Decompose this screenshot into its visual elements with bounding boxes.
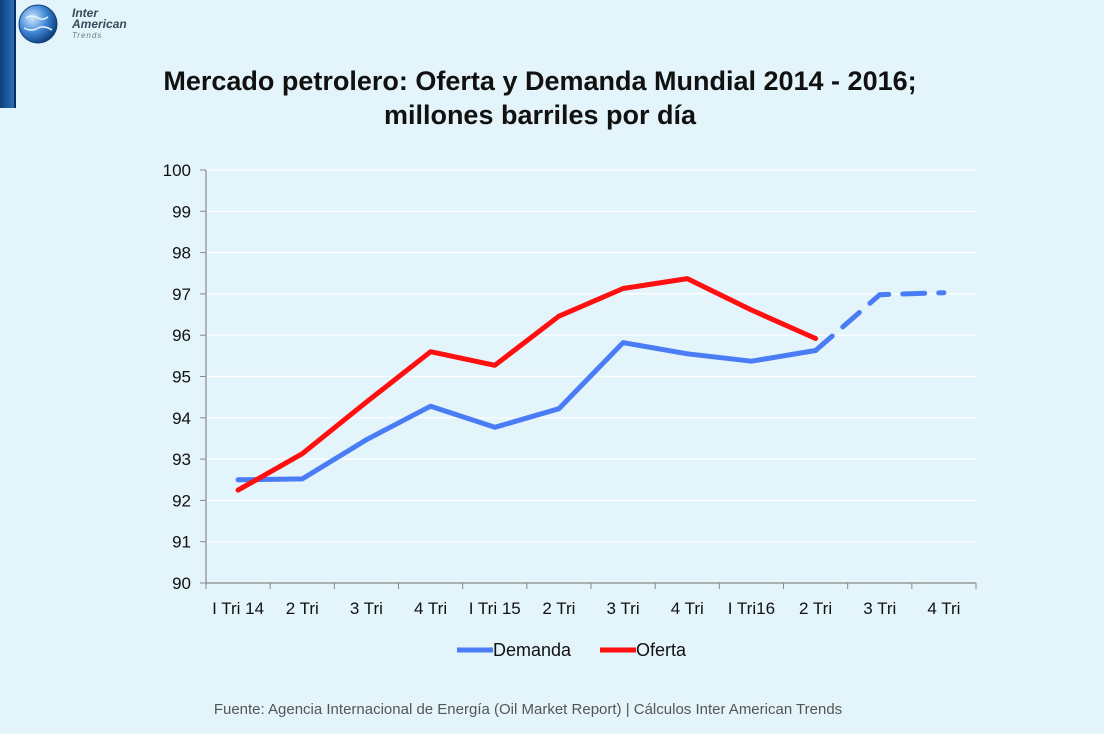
chart-title-line-2: millones barriles por día xyxy=(383,100,697,130)
x-tick-label: I Tri 15 xyxy=(469,599,521,618)
x-tick-label: 2 Tri xyxy=(542,599,575,618)
y-tick-label: 94 xyxy=(172,409,191,428)
line-chart: 90 91 92 93 94 95 96 97 98 99 100 I Tri 14 2 Tri 3 Tr… xyxy=(163,161,977,660)
legend-label: Oferta xyxy=(636,640,687,660)
series-line-demanda-projection xyxy=(813,290,947,353)
y-tick-label: 93 xyxy=(172,450,191,469)
series-line-oferta xyxy=(235,276,819,493)
source-note: Fuente: Agencia Internacional de Energía… xyxy=(213,701,843,718)
x-tick-label: 3 Tri xyxy=(863,599,896,618)
y-tick-label: 92 xyxy=(172,491,191,510)
y-tick-label: 90 xyxy=(172,574,191,593)
chart-title-line-1: Mercado petrolero: Oferta y Demanda Mund… xyxy=(163,66,917,96)
chart-title: Mercado petrolero: Oferta y Demanda Mund… xyxy=(0,64,1080,132)
y-tick-label: 97 xyxy=(172,285,191,304)
company-logo: Inter American Trends xyxy=(16,2,127,46)
logo-line-3: Trends xyxy=(72,31,103,40)
globe-icon xyxy=(18,4,58,44)
x-tick-label: 4 Tri xyxy=(927,599,960,618)
x-tick-label: 4 Tri xyxy=(414,599,447,618)
x-tick-label: 2 Tri xyxy=(286,599,319,618)
x-tick-label: 2 Tri xyxy=(799,599,832,618)
logo-line-1: Inter xyxy=(72,6,99,20)
x-tick-label: 3 Tri xyxy=(350,599,383,618)
y-tick-label: 100 xyxy=(163,161,191,180)
x-tick-label: 4 Tri xyxy=(671,599,704,618)
series-line-demanda xyxy=(235,340,819,483)
logo-line-2: American xyxy=(72,17,127,31)
y-tick-label: 98 xyxy=(172,244,191,263)
legend-label: Demanda xyxy=(493,640,572,660)
y-tick-label: 91 xyxy=(172,533,191,552)
y-tick-label: 99 xyxy=(172,202,191,221)
y-tick-label: 95 xyxy=(172,368,191,387)
x-tick-label: 3 Tri xyxy=(607,599,640,618)
x-tick-label: I Tri16 xyxy=(728,599,775,618)
corner-tab xyxy=(0,0,16,108)
y-tick-label: 96 xyxy=(172,326,191,345)
x-tick-label: I Tri 14 xyxy=(212,599,264,618)
